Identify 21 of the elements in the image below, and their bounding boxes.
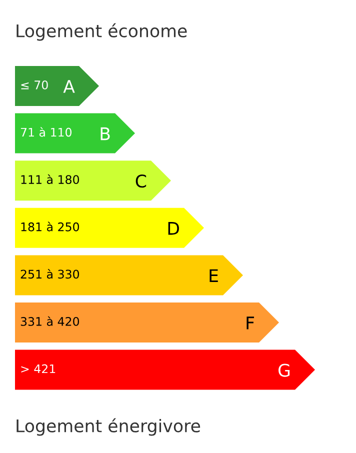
annotation: E (210, 269, 218, 282)
bar (15, 350, 315, 390)
y-tick-label: 71 à 110 (20, 127, 72, 137)
bar (15, 160, 171, 201)
y-tick-label: > 421 (21, 364, 56, 374)
y-tick-label: 331 à 420 (20, 316, 80, 326)
annotation: G (278, 364, 290, 377)
annotation: A (63, 80, 75, 93)
y-tick-label: ≤ 70 (21, 80, 48, 90)
bar (15, 208, 204, 248)
y-tick-label: 181 à 250 (21, 222, 80, 232)
bar (15, 255, 243, 296)
y-tick-label: 251 à 330 (20, 269, 80, 279)
annotation: C (136, 174, 146, 188)
annotation: D (168, 222, 179, 235)
chart-title: Logement économe (16, 23, 187, 41)
y-tick-label: 111 à 180 (21, 174, 80, 184)
text: Logement énergivore (16, 418, 200, 436)
annotation: B (100, 127, 110, 140)
bar (15, 302, 279, 342)
annotation: F (246, 316, 254, 330)
